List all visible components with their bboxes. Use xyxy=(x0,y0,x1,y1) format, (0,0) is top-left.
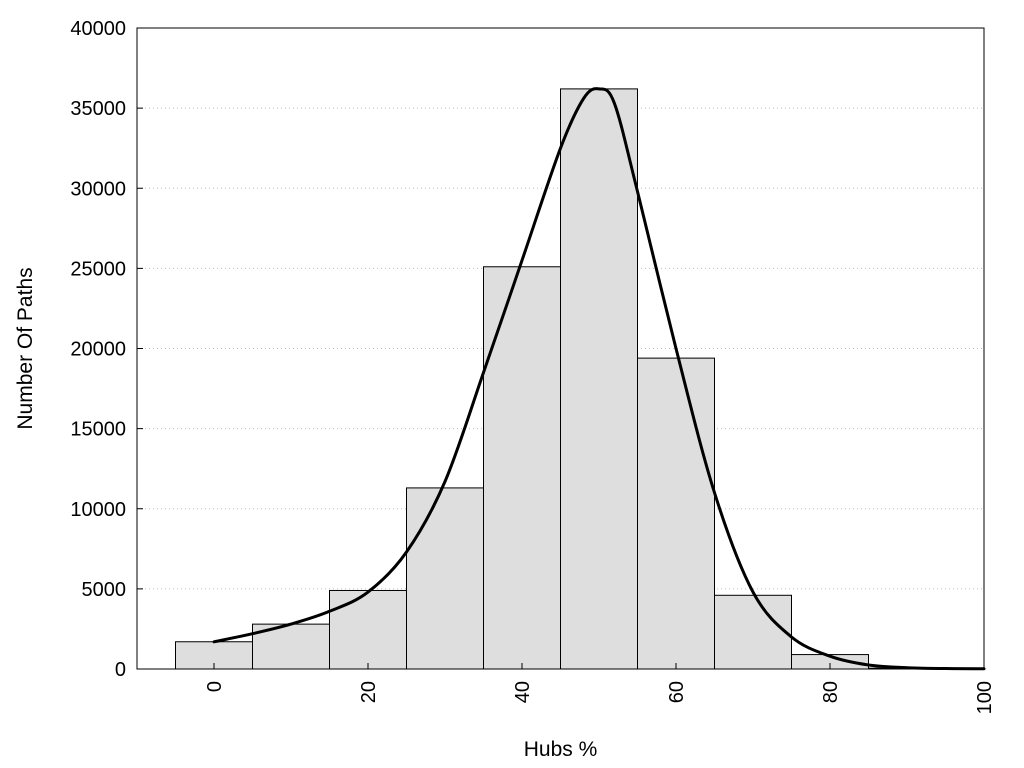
y-tick-label-5000: 5000 xyxy=(82,579,127,601)
bar-layer xyxy=(175,88,946,670)
bar-40 xyxy=(483,266,561,670)
density-curve xyxy=(212,87,986,671)
y-axis-ticks: 0 5000 10000 15000 20000 25000 30000 35000 40000 xyxy=(70,18,143,681)
y-tick-label-10000: 10000 xyxy=(70,499,126,521)
y-tick-label-20000: 20000 xyxy=(70,339,126,361)
y-tick-label-25000: 25000 xyxy=(70,258,126,280)
x-tick-label-100: 100 xyxy=(974,681,996,714)
x-tick-label-80: 80 xyxy=(820,681,842,703)
bar-30 xyxy=(406,487,484,670)
x-axis-ticks: 0 20 40 60 80 100 xyxy=(204,663,996,714)
y-tick-label-30000: 30000 xyxy=(70,178,126,200)
bar-20 xyxy=(329,589,407,670)
x-tick-label-20: 20 xyxy=(358,681,380,703)
x-tick-label-40: 40 xyxy=(512,681,534,703)
bar-70 xyxy=(714,594,792,670)
y-axis-title: Number Of Paths xyxy=(14,267,37,429)
y-tick-label-40000: 40000 xyxy=(70,18,126,40)
x-tick-label-60: 60 xyxy=(666,681,688,703)
y-tick-label-0: 0 xyxy=(115,659,126,681)
x-tick-label-0: 0 xyxy=(204,681,226,692)
y-tick-label-15000: 15000 xyxy=(70,419,126,441)
x-axis-title: Hubs % xyxy=(524,738,598,761)
bar-60 xyxy=(637,357,715,670)
bar-50 xyxy=(560,88,638,670)
y-tick-label-35000: 35000 xyxy=(70,98,126,120)
